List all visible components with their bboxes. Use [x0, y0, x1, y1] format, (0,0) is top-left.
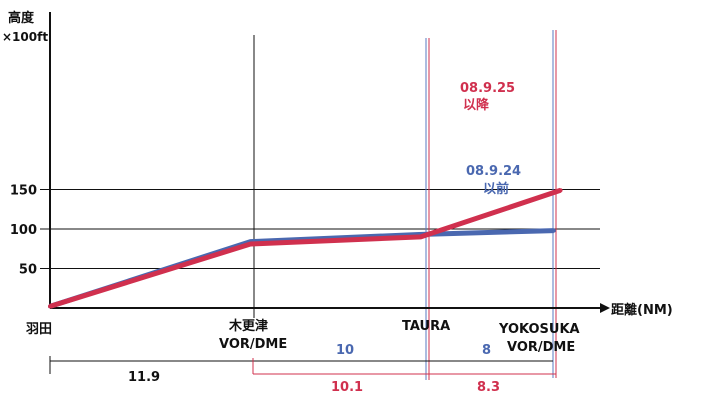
- waypoint-label-haneda: 羽田: [26, 322, 52, 337]
- y-tick-label-150: 150: [10, 184, 37, 199]
- series-label-new-suffix: 以降: [463, 97, 490, 113]
- segment-old-1: 11.9: [128, 370, 160, 385]
- waypoint-label-kisarazu: 木更津: [228, 318, 268, 334]
- waypoint-sub-yokosuka: VOR/DME: [507, 340, 575, 355]
- waypoint-label-taura: TAURA: [402, 319, 450, 334]
- segment-new-2: 8.3: [477, 380, 500, 395]
- data-point-08.9.25-1: [248, 242, 253, 247]
- segment-new-1: 10.1: [331, 380, 363, 395]
- data-point-08.9.25-3: [558, 188, 563, 193]
- series-label-old-suffix: 以前: [483, 181, 509, 197]
- x-axis-title: 距離(NM): [611, 302, 673, 318]
- y-gridlines: [40, 189, 600, 269]
- y-tick-label-50: 50: [19, 263, 37, 278]
- y-tick-label-100: 100: [10, 223, 37, 238]
- waypoint-label-yokosuka: YOKOSUKA: [498, 322, 580, 337]
- series-lines: [48, 187, 563, 309]
- waypoint-sub-kisarazu: VOR/DME: [219, 337, 287, 352]
- data-point-08.9.25-2: [418, 234, 423, 239]
- x-axis-arrow: [600, 303, 610, 313]
- segment-old-2: 10: [336, 343, 354, 358]
- segment-old-3: 8: [482, 343, 491, 358]
- data-point-08.9.24-3: [551, 228, 556, 233]
- y-axis-unit: ×100ft: [2, 30, 48, 44]
- y-tick-labels: 50 100 150: [10, 184, 37, 278]
- series-label-old-date: 08.9.24: [466, 164, 521, 179]
- data-point-08.9.25-0: [48, 304, 52, 309]
- y-axis-title: 高度: [8, 10, 35, 26]
- series-line-08.9.25: [49, 187, 562, 309]
- series-label-new-date: 08.9.25: [460, 81, 515, 96]
